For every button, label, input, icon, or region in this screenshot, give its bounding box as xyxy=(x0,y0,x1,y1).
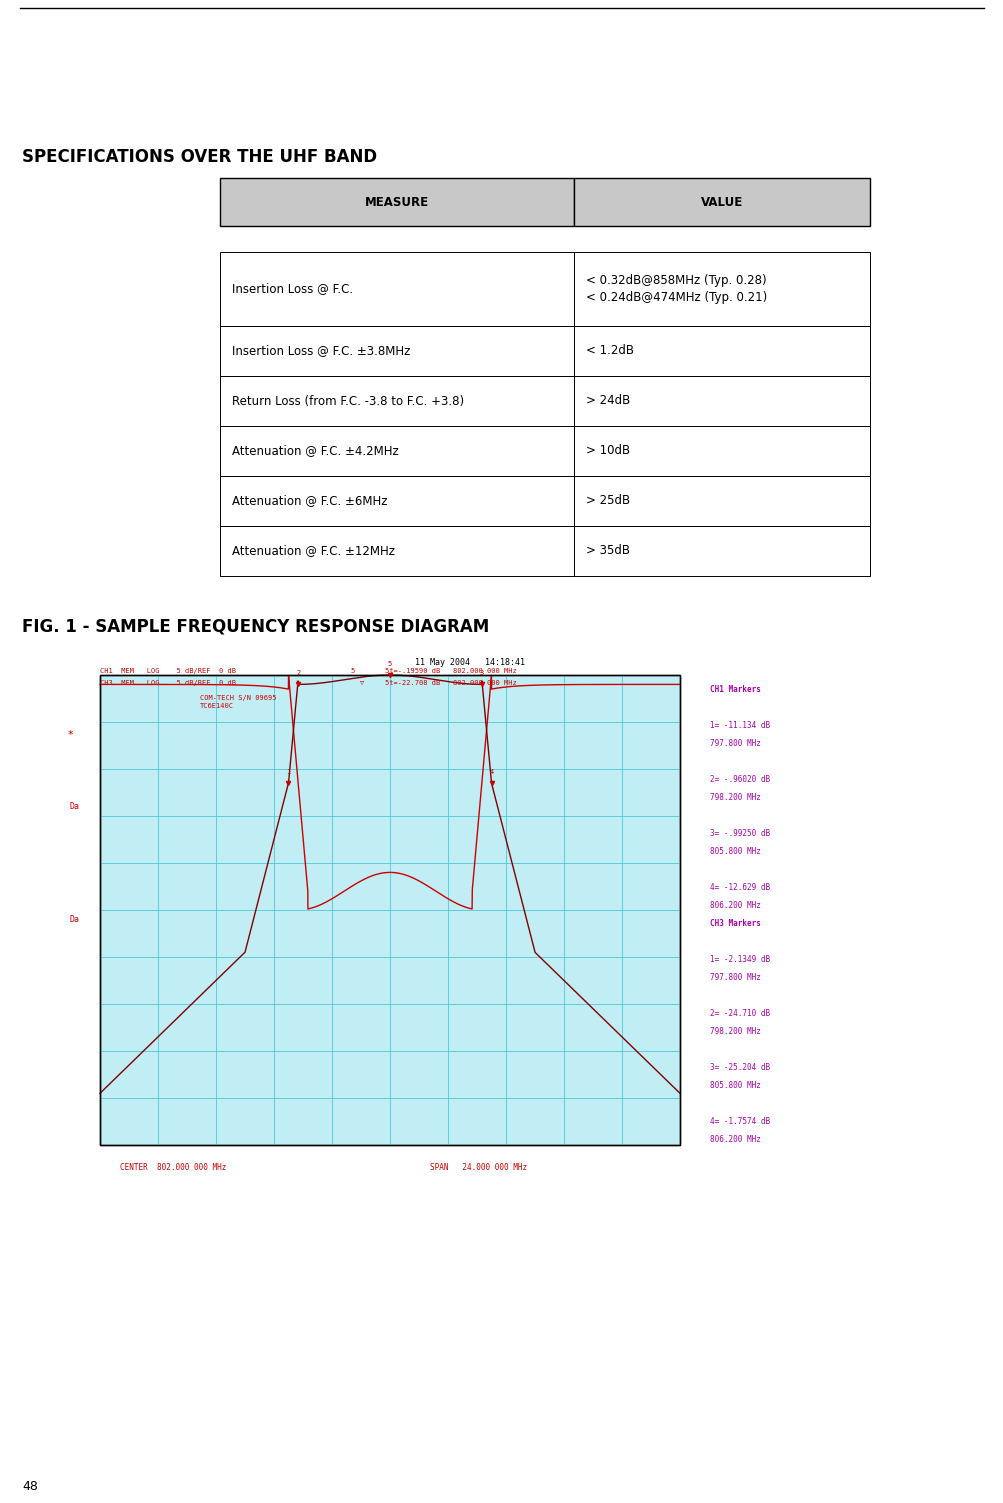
Text: Attenuation @ F.C. ±12MHz: Attenuation @ F.C. ±12MHz xyxy=(232,544,394,558)
Bar xyxy=(220,425,574,476)
Text: 5: 5 xyxy=(387,661,392,667)
Text: > 24dB: > 24dB xyxy=(586,394,630,407)
Text: 1= -2.1349 dB: 1= -2.1349 dB xyxy=(709,956,769,965)
Text: 11 May 2004   14:18:41: 11 May 2004 14:18:41 xyxy=(414,658,525,667)
Text: SPECIFICATIONS OVER THE UHF BAND: SPECIFICATIONS OVER THE UHF BAND xyxy=(22,147,377,165)
Bar xyxy=(574,253,870,326)
Text: 5: 5 xyxy=(350,667,354,673)
Text: 805.800 MHz: 805.800 MHz xyxy=(709,1081,760,1090)
Bar xyxy=(100,675,679,1145)
Text: > 25dB: > 25dB xyxy=(586,494,630,508)
Text: 4: 4 xyxy=(488,768,493,774)
Bar xyxy=(220,177,574,225)
Text: Return Loss (from F.C. -3.8 to F.C. +3.8): Return Loss (from F.C. -3.8 to F.C. +3.8… xyxy=(232,394,463,407)
Text: Da: Da xyxy=(70,915,80,924)
Text: 2= -.96020 dB: 2= -.96020 dB xyxy=(709,776,769,785)
Bar xyxy=(220,326,574,376)
Text: 2= -24.710 dB: 2= -24.710 dB xyxy=(709,1010,769,1019)
Text: Attenuation @ F.C. ±6MHz: Attenuation @ F.C. ±6MHz xyxy=(232,494,387,508)
Text: > 10dB: > 10dB xyxy=(586,445,630,457)
Text: Da: Da xyxy=(70,803,80,812)
Text: *: * xyxy=(67,730,73,739)
Text: 3= -25.204 dB: 3= -25.204 dB xyxy=(709,1064,769,1073)
Text: < 1.2dB: < 1.2dB xyxy=(586,344,634,358)
Text: 4= -12.629 dB: 4= -12.629 dB xyxy=(709,882,769,891)
Text: 797.800 MHz: 797.800 MHz xyxy=(709,974,760,983)
Text: ▽: ▽ xyxy=(360,679,364,685)
Text: 5t=-.19590 dB   802.000 000 MHz: 5t=-.19590 dB 802.000 000 MHz xyxy=(384,667,517,673)
Bar xyxy=(220,376,574,425)
Text: Insertion Loss @ F.C.: Insertion Loss @ F.C. xyxy=(232,283,353,296)
Text: CH1  MEM   LOG    5 dB/REF  0 dB: CH1 MEM LOG 5 dB/REF 0 dB xyxy=(100,667,236,673)
Text: 1= -11.134 dB: 1= -11.134 dB xyxy=(709,721,769,730)
Bar xyxy=(574,476,870,526)
Text: CH1 Markers: CH1 Markers xyxy=(709,685,760,694)
Text: FIG. 1 - SAMPLE FREQUENCY RESPONSE DIAGRAM: FIG. 1 - SAMPLE FREQUENCY RESPONSE DIAGR… xyxy=(22,618,488,636)
Text: 3: 3 xyxy=(479,670,483,676)
Bar xyxy=(574,326,870,376)
Text: CH3 Markers: CH3 Markers xyxy=(709,920,760,929)
Text: CENTER  802.000 000 MHz: CENTER 802.000 000 MHz xyxy=(120,1163,226,1172)
Bar xyxy=(574,526,870,576)
Bar xyxy=(220,476,574,526)
Text: < 0.32dB@858MHz (Typ. 0.28)
< 0.24dB@474MHz (Typ. 0.21): < 0.32dB@858MHz (Typ. 0.28) < 0.24dB@474… xyxy=(586,274,766,304)
Text: COM-TECH S/N 09695
TC6E140C: COM-TECH S/N 09695 TC6E140C xyxy=(200,694,276,709)
Bar xyxy=(220,253,574,326)
Bar xyxy=(574,177,870,225)
Text: 48: 48 xyxy=(22,1480,38,1492)
Text: Insertion Loss @ F.C. ±3.8MHz: Insertion Loss @ F.C. ±3.8MHz xyxy=(232,344,410,358)
Text: 5t=-22.708 dB   802.000 000 MHz: 5t=-22.708 dB 802.000 000 MHz xyxy=(384,679,517,685)
Bar xyxy=(574,425,870,476)
Text: 806.200 MHz: 806.200 MHz xyxy=(709,1135,760,1144)
Text: 798.200 MHz: 798.200 MHz xyxy=(709,1028,760,1037)
Text: 1: 1 xyxy=(286,768,290,774)
Text: Attenuation @ F.C. ±4.2MHz: Attenuation @ F.C. ±4.2MHz xyxy=(232,445,398,457)
Text: 806.200 MHz: 806.200 MHz xyxy=(709,900,760,909)
Bar xyxy=(220,526,574,576)
Text: SPAN   24.000 000 MHz: SPAN 24.000 000 MHz xyxy=(429,1163,527,1172)
Text: > 35dB: > 35dB xyxy=(586,544,630,558)
Text: 798.200 MHz: 798.200 MHz xyxy=(709,794,760,803)
Text: 4= -1.7574 dB: 4= -1.7574 dB xyxy=(709,1117,769,1126)
Text: 805.800 MHz: 805.800 MHz xyxy=(709,848,760,857)
Text: CH3  MEM   LOG    5 dB/REF  0 dB: CH3 MEM LOG 5 dB/REF 0 dB xyxy=(100,679,236,685)
Text: 2: 2 xyxy=(296,670,300,676)
Text: 797.800 MHz: 797.800 MHz xyxy=(709,739,760,748)
Text: 3= -.99250 dB: 3= -.99250 dB xyxy=(709,830,769,839)
Bar xyxy=(574,376,870,425)
Bar xyxy=(100,675,679,1145)
Text: MEASURE: MEASURE xyxy=(365,195,428,209)
Text: VALUE: VALUE xyxy=(700,195,742,209)
